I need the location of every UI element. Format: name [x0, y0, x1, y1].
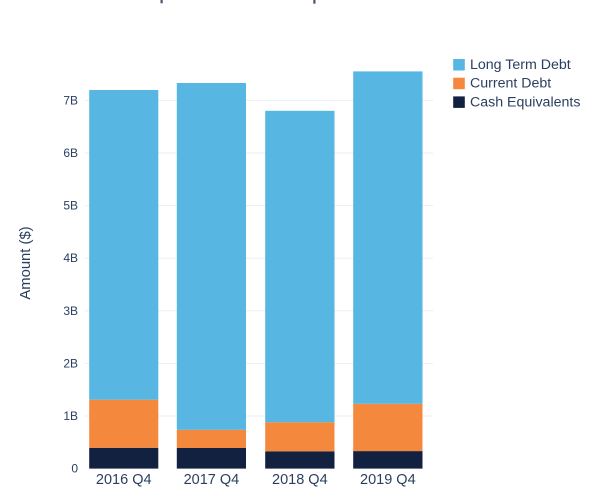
svg-text:6B: 6B	[63, 146, 78, 160]
svg-text:1B: 1B	[63, 409, 78, 423]
svg-text:Cash Equivalents: Cash Equivalents	[470, 94, 580, 110]
svg-text:3B: 3B	[63, 304, 78, 318]
svg-text:Current Debt: Current Debt	[470, 76, 551, 92]
svg-text:Long Term Debt: Long Term Debt	[470, 57, 571, 73]
svg-text:2016 Q4: 2016 Q4	[96, 472, 152, 488]
svg-text:4B: 4B	[63, 251, 78, 265]
svg-text:7B: 7B	[63, 94, 78, 108]
svg-text:2018 Q4: 2018 Q4	[272, 472, 328, 488]
svg-text:0: 0	[71, 462, 78, 476]
svg-text:Amount ($): Amount ($)	[18, 226, 34, 299]
svg-text:2019 Q4: 2019 Q4	[360, 472, 416, 488]
svg-text:5B: 5B	[63, 199, 78, 213]
svg-text:2B: 2B	[63, 356, 78, 370]
svg-text:2017 Q4: 2017 Q4	[184, 472, 240, 488]
